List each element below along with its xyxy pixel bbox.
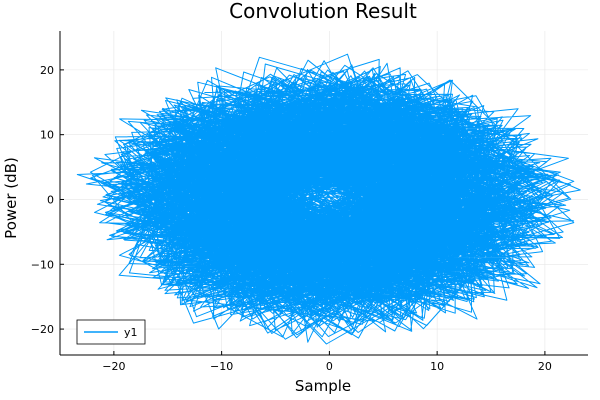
x-tick-label: 20 xyxy=(538,360,552,373)
y-axis-label: Power (dB) xyxy=(2,157,20,239)
series-line-y1 xyxy=(76,53,581,345)
y-tick-label: −10 xyxy=(31,258,54,271)
x-axis-label: Sample xyxy=(295,377,351,395)
x-tick-label: −10 xyxy=(210,360,233,373)
series-y1 xyxy=(76,53,581,345)
legend-label-y1: y1 xyxy=(124,326,138,339)
legend: y1 xyxy=(76,319,146,345)
axes xyxy=(59,31,588,356)
y-tick-label: 10 xyxy=(40,129,54,142)
y-tick-label: 20 xyxy=(40,64,54,77)
x-tick-label: −20 xyxy=(102,360,125,373)
chart-title: Convolution Result xyxy=(229,0,417,23)
x-tick-label: 10 xyxy=(430,360,444,373)
y-tick-label: 0 xyxy=(47,193,54,206)
x-tick-label: 0 xyxy=(326,360,333,373)
tick-labels: −20 −10 0 10 20 −20 −10 0 10 20 xyxy=(31,64,552,373)
y-tick-label: −20 xyxy=(31,323,54,336)
